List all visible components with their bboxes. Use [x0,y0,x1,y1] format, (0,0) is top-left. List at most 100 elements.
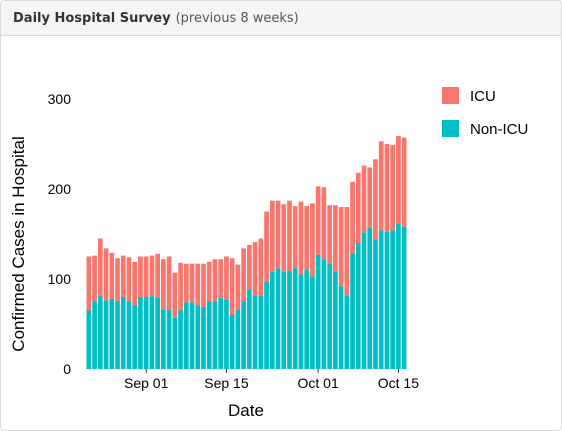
y-tick-label: 300 [48,91,72,107]
bar-non-icu [350,252,355,369]
bar-non-icu [103,300,109,369]
bar-icu [149,255,155,297]
bar-icu [344,207,350,296]
bar-icu [224,256,229,300]
bar-non-icu [149,296,155,369]
bar-icu [120,255,126,297]
bar-non-icu [361,232,367,369]
x-axis: Sep 01 Sep 15 Oct 01 Oct 15 [124,369,419,391]
bar-non-icu [132,305,138,369]
bar-non-icu [224,299,229,369]
card-title: Daily Hospital Survey [13,10,171,26]
bar-icu [212,259,218,302]
legend-swatch [442,120,459,137]
bar-non-icu [212,301,218,369]
bar-non-icu [229,315,235,369]
bar-icu [373,159,378,240]
bar-icu [298,201,304,275]
legend: ICU Non-ICU [442,87,528,138]
bar-non-icu [138,297,143,369]
stacked-bar-chart: 0 100 200 300 Sep 01 Sep 15 Oct 01 Oct 15 Conf… [9,87,528,420]
bar-non-icu [275,268,281,369]
legend-label: ICU [470,88,496,105]
x-tick-label: Oct 15 [378,375,419,391]
bar-non-icu [390,230,396,369]
y-axis-title: Confirmed Cases in Hospital [9,136,28,351]
bar-non-icu [269,271,275,369]
bar-non-icu [109,298,115,369]
card-subtitle: (previous 8 weeks) [175,10,299,26]
bar-non-icu [373,239,378,369]
bar-non-icu [401,226,407,369]
x-tick-label: Sep 15 [204,375,249,391]
bar-icu [178,262,183,311]
bar-non-icu [143,297,149,369]
bar-icu [269,200,275,272]
bar-icu [355,172,361,243]
bar-icu [247,244,252,290]
bar-non-icu [247,289,252,369]
bar-non-icu [206,301,212,369]
bar-non-icu [166,309,172,369]
bar-icu [97,238,103,297]
bar-icu [361,165,367,233]
bar-non-icu [86,310,92,369]
bar-non-icu [252,295,258,369]
bar-non-icu [172,317,178,369]
bar-icu [189,263,195,303]
bar-non-icu [367,227,373,369]
bar-icu [401,137,407,227]
bars [86,135,407,369]
bar-icu [172,272,178,318]
bar-non-icu [120,297,126,369]
bar-icu [275,200,281,269]
bar-icu [86,256,92,311]
bar-icu [166,256,172,310]
bar-non-icu [287,270,292,369]
bar-icu [338,207,344,287]
bar-icu [241,248,246,302]
bar-non-icu [327,263,332,369]
bar-icu [183,263,189,303]
bar-non-icu [321,259,327,369]
bar-icu [218,259,224,298]
bar-icu [292,206,298,269]
bar-non-icu [298,274,304,369]
bar-non-icu [338,286,344,369]
bar-non-icu [396,223,401,369]
x-tick-label: Oct 01 [298,375,339,391]
bar-non-icu [378,230,384,369]
bar-non-icu [315,254,321,369]
bar-non-icu [241,301,246,369]
bar-icu [396,135,401,224]
bar-non-icu [97,296,103,369]
bar-non-icu [384,231,390,369]
bar-icu [126,257,132,302]
x-axis-title: Date [228,401,264,420]
bar-icu [109,252,115,299]
bar-icu [310,203,315,277]
card-header: Daily Hospital Survey (previous 8 weeks) [1,1,561,36]
y-tick-label: 100 [48,271,72,287]
bar-non-icu [292,268,298,369]
bar-non-icu [264,281,269,369]
bar-icu [321,187,327,260]
bar-icu [315,186,321,255]
bar-non-icu [310,276,315,369]
bar-non-icu [332,271,338,369]
bar-icu [229,258,235,315]
bar-icu [138,256,143,297]
bar-icu [235,264,241,310]
bar-icu [206,261,212,302]
bar-icu [384,144,390,232]
bar-non-icu [195,305,201,369]
bar-non-icu [126,301,132,369]
bar-non-icu [344,295,350,369]
y-axis: 0 100 200 300 [48,91,72,377]
bar-icu [115,258,120,302]
bar-icu [350,181,355,253]
bar-non-icu [304,270,310,369]
bar-icu [201,263,206,307]
bar-non-icu [92,301,97,369]
